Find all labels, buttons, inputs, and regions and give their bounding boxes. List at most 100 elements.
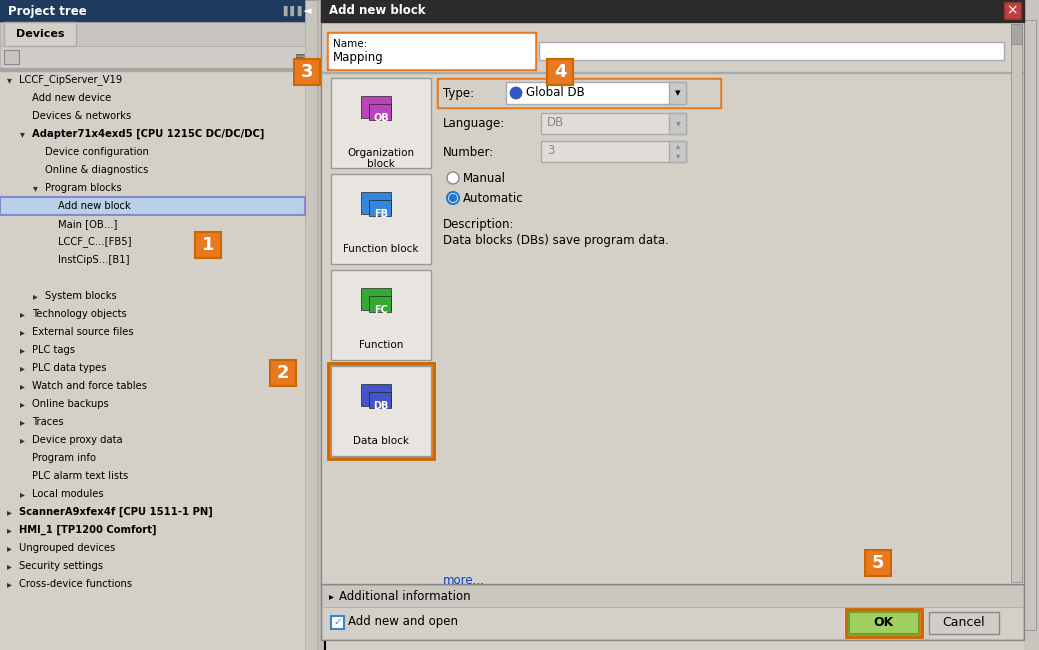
Bar (322, 585, 1023, 607)
Bar (669, 141, 686, 162)
Text: Traces: Traces (32, 417, 63, 427)
Bar (669, 82, 686, 104)
Text: Data block: Data block (353, 436, 409, 446)
Text: ▸: ▸ (20, 399, 25, 409)
Bar (294, 59, 320, 85)
Text: Organization: Organization (347, 148, 415, 158)
Bar (361, 384, 391, 406)
Text: ▾: ▾ (675, 118, 681, 128)
Bar (1024, 0, 1039, 650)
Text: Main [OB...]: Main [OB...] (58, 219, 117, 229)
Bar (669, 113, 686, 134)
Text: more...: more... (443, 574, 485, 587)
Text: System blocks: System blocks (45, 291, 116, 301)
Text: Devices: Devices (16, 29, 64, 39)
Bar (331, 366, 431, 456)
Text: 2: 2 (276, 364, 289, 382)
Text: ▸: ▸ (20, 345, 25, 355)
Text: ×: × (1006, 3, 1018, 17)
Text: External source files: External source files (32, 327, 134, 337)
Text: ▸: ▸ (20, 381, 25, 391)
Text: Watch and force tables: Watch and force tables (32, 381, 146, 391)
Bar (361, 192, 391, 214)
Text: ▸: ▸ (20, 327, 25, 337)
Circle shape (510, 87, 522, 99)
Text: ▦: ▦ (295, 52, 305, 62)
Text: Cross-device functions: Cross-device functions (19, 579, 132, 589)
Bar (846, 609, 922, 637)
Text: 1: 1 (202, 236, 214, 254)
Bar (305, 0, 317, 650)
Bar (331, 78, 431, 168)
Text: Devices & networks: Devices & networks (32, 111, 131, 121)
Bar (329, 34, 534, 68)
Text: ▸: ▸ (20, 435, 25, 445)
Bar (331, 616, 344, 629)
Text: Adapter71x4exd5 [CPU 1215C DC/DC/DC]: Adapter71x4exd5 [CPU 1215C DC/DC/DC] (32, 129, 264, 139)
Text: Program blocks: Program blocks (45, 183, 122, 193)
Text: OK: OK (874, 616, 895, 629)
Bar (929, 612, 1000, 634)
Circle shape (447, 172, 459, 184)
Text: Description:: Description: (443, 218, 514, 231)
Bar (506, 82, 686, 104)
Text: ▸: ▸ (20, 363, 25, 373)
Text: Add new block: Add new block (58, 201, 131, 211)
Bar (0, 46, 317, 68)
Text: Local modules: Local modules (32, 489, 104, 499)
Text: ▸: ▸ (20, 417, 25, 427)
Text: ▸: ▸ (20, 489, 25, 499)
Text: LCCF_C...[FB5]: LCCF_C...[FB5] (58, 237, 132, 248)
Bar (437, 78, 721, 108)
Text: Function block: Function block (343, 244, 419, 254)
Text: ▸: ▸ (32, 291, 37, 301)
Bar (317, 0, 325, 650)
Circle shape (447, 192, 459, 204)
Text: Global DB: Global DB (526, 86, 585, 99)
Text: ▴: ▴ (676, 142, 681, 151)
Bar (1011, 24, 1022, 582)
Text: Program info: Program info (32, 453, 96, 463)
Text: Additional information: Additional information (339, 590, 471, 603)
Text: Technology objects: Technology objects (32, 309, 127, 319)
Text: ▾: ▾ (6, 75, 11, 85)
Text: Device proxy data: Device proxy data (32, 435, 123, 445)
Text: Automatic: Automatic (463, 192, 524, 205)
Text: ✓: ✓ (334, 617, 342, 627)
Text: ▸: ▸ (20, 309, 25, 319)
Text: Data blocks (DBs) save program data.: Data blocks (DBs) save program data. (443, 234, 669, 247)
Text: Ungrouped devices: Ungrouped devices (19, 543, 115, 553)
Text: ▾: ▾ (32, 183, 37, 193)
Text: Type:: Type: (443, 86, 474, 99)
Bar (1011, 24, 1022, 44)
Bar (0, 68, 317, 71)
Bar (270, 360, 296, 386)
Text: OB: OB (373, 113, 389, 123)
Bar (322, 72, 1023, 73)
Bar (369, 104, 391, 120)
Text: PLC alarm text lists: PLC alarm text lists (32, 471, 128, 481)
Bar (321, 0, 1024, 22)
Text: DB: DB (373, 401, 389, 411)
Text: ▸: ▸ (329, 591, 334, 601)
Text: InstCipS...[B1]: InstCipS...[B1] (58, 255, 130, 265)
Bar (541, 113, 686, 134)
Bar (1004, 2, 1021, 19)
Bar (1023, 20, 1036, 630)
Text: Number:: Number: (443, 146, 495, 159)
Text: Online & diagnostics: Online & diagnostics (45, 165, 149, 175)
Text: Manual: Manual (463, 172, 506, 185)
Text: Security settings: Security settings (19, 561, 103, 571)
Bar (328, 363, 434, 459)
Text: HMI_1 [TP1200 Comfort]: HMI_1 [TP1200 Comfort] (19, 525, 157, 535)
Text: Cancel: Cancel (942, 616, 985, 629)
Text: 4: 4 (554, 63, 566, 81)
Bar (539, 42, 1004, 60)
Text: ▾: ▾ (676, 151, 681, 161)
Bar (369, 200, 391, 216)
Bar (547, 59, 572, 85)
Text: PLC tags: PLC tags (32, 345, 75, 355)
Text: PLC data types: PLC data types (32, 363, 107, 373)
Bar (0, 197, 305, 215)
Text: Add new block: Add new block (329, 5, 426, 18)
